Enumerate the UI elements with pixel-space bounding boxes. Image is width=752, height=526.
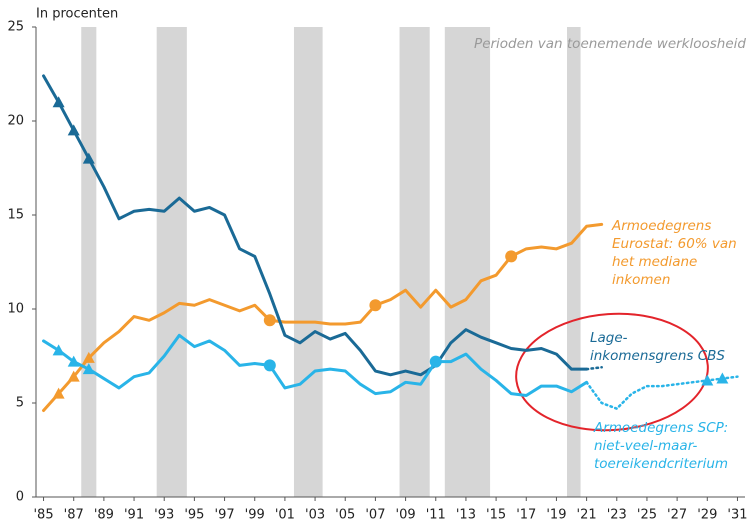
x-tick-label: '07 (365, 508, 385, 523)
series-label: Armoedegrens (611, 218, 711, 234)
x-tick-label: '27 (667, 508, 687, 523)
x-tick-label: '87 (64, 508, 84, 523)
y-tick-label: 20 (7, 114, 24, 129)
series-label: niet-veel-maar- (594, 438, 698, 454)
triangle-marker (82, 351, 95, 363)
shaded-period (566, 27, 581, 497)
x-tick-label: '85 (33, 508, 53, 523)
shaded-period (81, 27, 97, 497)
x-tick-label: '21 (577, 508, 597, 523)
x-tick-label: '29 (697, 508, 717, 523)
y-tick-label: 25 (7, 20, 24, 35)
y-tick-label: 0 (16, 490, 24, 505)
highlight-ellipse (515, 312, 709, 432)
x-tick-label: '89 (94, 508, 114, 523)
triangle-marker (52, 96, 65, 108)
series-label: inkomen (612, 272, 670, 288)
x-tick-label: '31 (727, 508, 747, 523)
circle-marker (505, 250, 518, 263)
triangle-marker (52, 344, 65, 356)
x-tick-label: '15 (486, 508, 506, 523)
x-tick-label: '93 (154, 508, 174, 523)
x-tick-label: '09 (396, 508, 416, 523)
circle-marker (369, 299, 382, 312)
triangle-marker (716, 372, 729, 384)
series-label: inkomensgrens CBS (590, 348, 725, 364)
projection-line (585, 366, 603, 371)
triangle-marker (52, 387, 65, 399)
triangle-marker (82, 152, 95, 164)
x-tick-label: '95 (184, 508, 204, 523)
triangle-marker (67, 124, 80, 136)
shaded-period (399, 27, 430, 497)
y-tick-label: 10 (7, 302, 24, 317)
circle-marker (263, 314, 276, 327)
y-axis-label: In procenten (36, 7, 118, 22)
circle-marker (263, 359, 276, 372)
x-tick-label: '05 (335, 508, 355, 523)
series-label: toereikendcriterium (594, 456, 728, 472)
series-label: Lage- (590, 330, 628, 346)
triangle-marker (82, 363, 95, 375)
x-tick-label: '01 (275, 508, 295, 523)
x-tick-label: '97 (215, 508, 235, 523)
x-tick-label: '25 (637, 508, 657, 523)
series-label: Armoedegrens SCP: (593, 420, 728, 436)
y-tick-label: 15 (7, 208, 24, 223)
x-tick-label: '23 (607, 508, 627, 523)
x-tick-label: '19 (546, 508, 566, 523)
annotation: Perioden van toenemende werkloosheid (474, 36, 746, 52)
triangle-marker (67, 370, 80, 382)
shaded-period (444, 27, 491, 497)
shaded-period (293, 27, 323, 497)
triangle-marker (701, 374, 714, 386)
shaded-period (156, 27, 187, 497)
x-tick-label: '11 (426, 508, 446, 523)
x-tick-label: '13 (456, 508, 476, 523)
series-label: Eurostat: 60% van (612, 236, 737, 252)
series-label: het mediane (612, 254, 697, 270)
x-tick-label: '99 (245, 508, 265, 523)
x-tick-label: '91 (124, 508, 144, 523)
projection-line (585, 375, 739, 410)
background (81, 27, 581, 497)
circle-marker (429, 355, 442, 368)
x-tick-label: '03 (305, 508, 325, 523)
series-line (42, 74, 589, 377)
x-tick-label: '17 (516, 508, 536, 523)
y-tick-label: 5 (16, 396, 24, 411)
series-line (42, 333, 589, 397)
triangle-marker (67, 355, 80, 367)
